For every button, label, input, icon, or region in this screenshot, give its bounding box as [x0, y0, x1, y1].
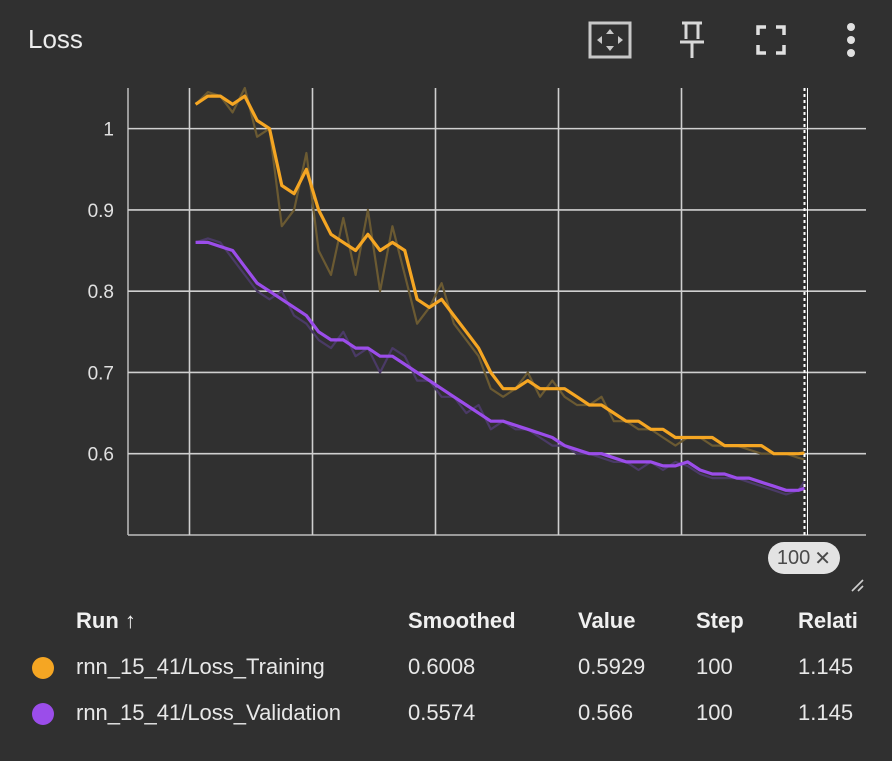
fullscreen-icon[interactable] — [749, 18, 793, 62]
chart-ticks: 0 20 40 60 80 0.6 0.7 0.8 0.9 1 — [88, 120, 692, 550]
run-color-dot — [32, 657, 54, 680]
run-name: rnn_15_41/Loss_Validation — [76, 700, 342, 725]
run-name: rnn_15_41/Loss_Training — [76, 654, 325, 679]
relative-value: 1.145 — [798, 654, 854, 679]
close-icon[interactable]: ✕ — [814, 547, 832, 570]
value-column-header[interactable]: Value — [578, 608, 636, 633]
y-tick-label: 0.7 — [88, 363, 114, 384]
relative-column-header[interactable]: Relati — [798, 608, 858, 633]
smoothed-value: 0.6008 — [408, 654, 476, 679]
step-column-header[interactable]: Step — [696, 608, 744, 633]
hover-line — [803, 88, 808, 535]
table-row[interactable]: rnn_15_41/Loss_Training 0.6008 0.5929 10… — [0, 644, 892, 690]
y-tick-label: 0.9 — [88, 201, 114, 222]
hover-step-label: 100 — [776, 546, 811, 569]
raw-series-line — [194, 86, 805, 461]
smoothed-series-line — [195, 240, 805, 492]
fit-domain-icon[interactable] — [588, 18, 632, 62]
smoothed-series-line — [194, 94, 805, 456]
y-tick-label: 1 — [103, 120, 114, 141]
table-header: Run ↑ Smoothed Value Step Relati — [0, 598, 892, 644]
raw-value: 0.566 — [578, 700, 634, 725]
loss-chart[interactable]: 0 20 40 60 80 0.6 0.7 0.8 0.9 1 — [0, 80, 892, 550]
relative-value: 1.145 — [798, 700, 854, 725]
x-tick-label: 20 — [302, 549, 323, 550]
y-tick-label: 0.8 — [88, 282, 114, 303]
x-tick-label: 0 — [184, 549, 195, 550]
run-column-header[interactable]: Run ↑ — [76, 608, 136, 633]
x-tick-label: 40 — [425, 549, 446, 550]
more-vert-icon[interactable] — [829, 18, 873, 62]
smoothed-value: 0.5574 — [408, 700, 476, 725]
run-color-dot — [32, 703, 54, 726]
pin-icon[interactable] — [670, 18, 714, 62]
resize-handle-icon[interactable] — [850, 578, 864, 592]
hover-step-chip[interactable]: 100 ✕ — [768, 542, 840, 574]
chart-title: Loss — [28, 24, 83, 54]
raw-value: 0.5929 — [578, 654, 646, 679]
x-tick-label: 60 — [548, 549, 569, 550]
raw-series-line — [195, 237, 806, 496]
y-tick-label: 0.6 — [88, 445, 114, 466]
chart-grid — [127, 88, 866, 536]
step-value: 100 — [696, 700, 733, 725]
chart-series — [194, 86, 806, 496]
table-row[interactable]: rnn_15_41/Loss_Validation 0.5574 0.566 1… — [0, 690, 892, 736]
step-value: 100 — [696, 654, 733, 679]
runs-table: Run ↑ Smoothed Value Step Relati rnn_15_… — [0, 598, 892, 736]
smoothed-column-header[interactable]: Smoothed — [408, 608, 516, 633]
x-tick-label: 80 — [671, 549, 692, 550]
